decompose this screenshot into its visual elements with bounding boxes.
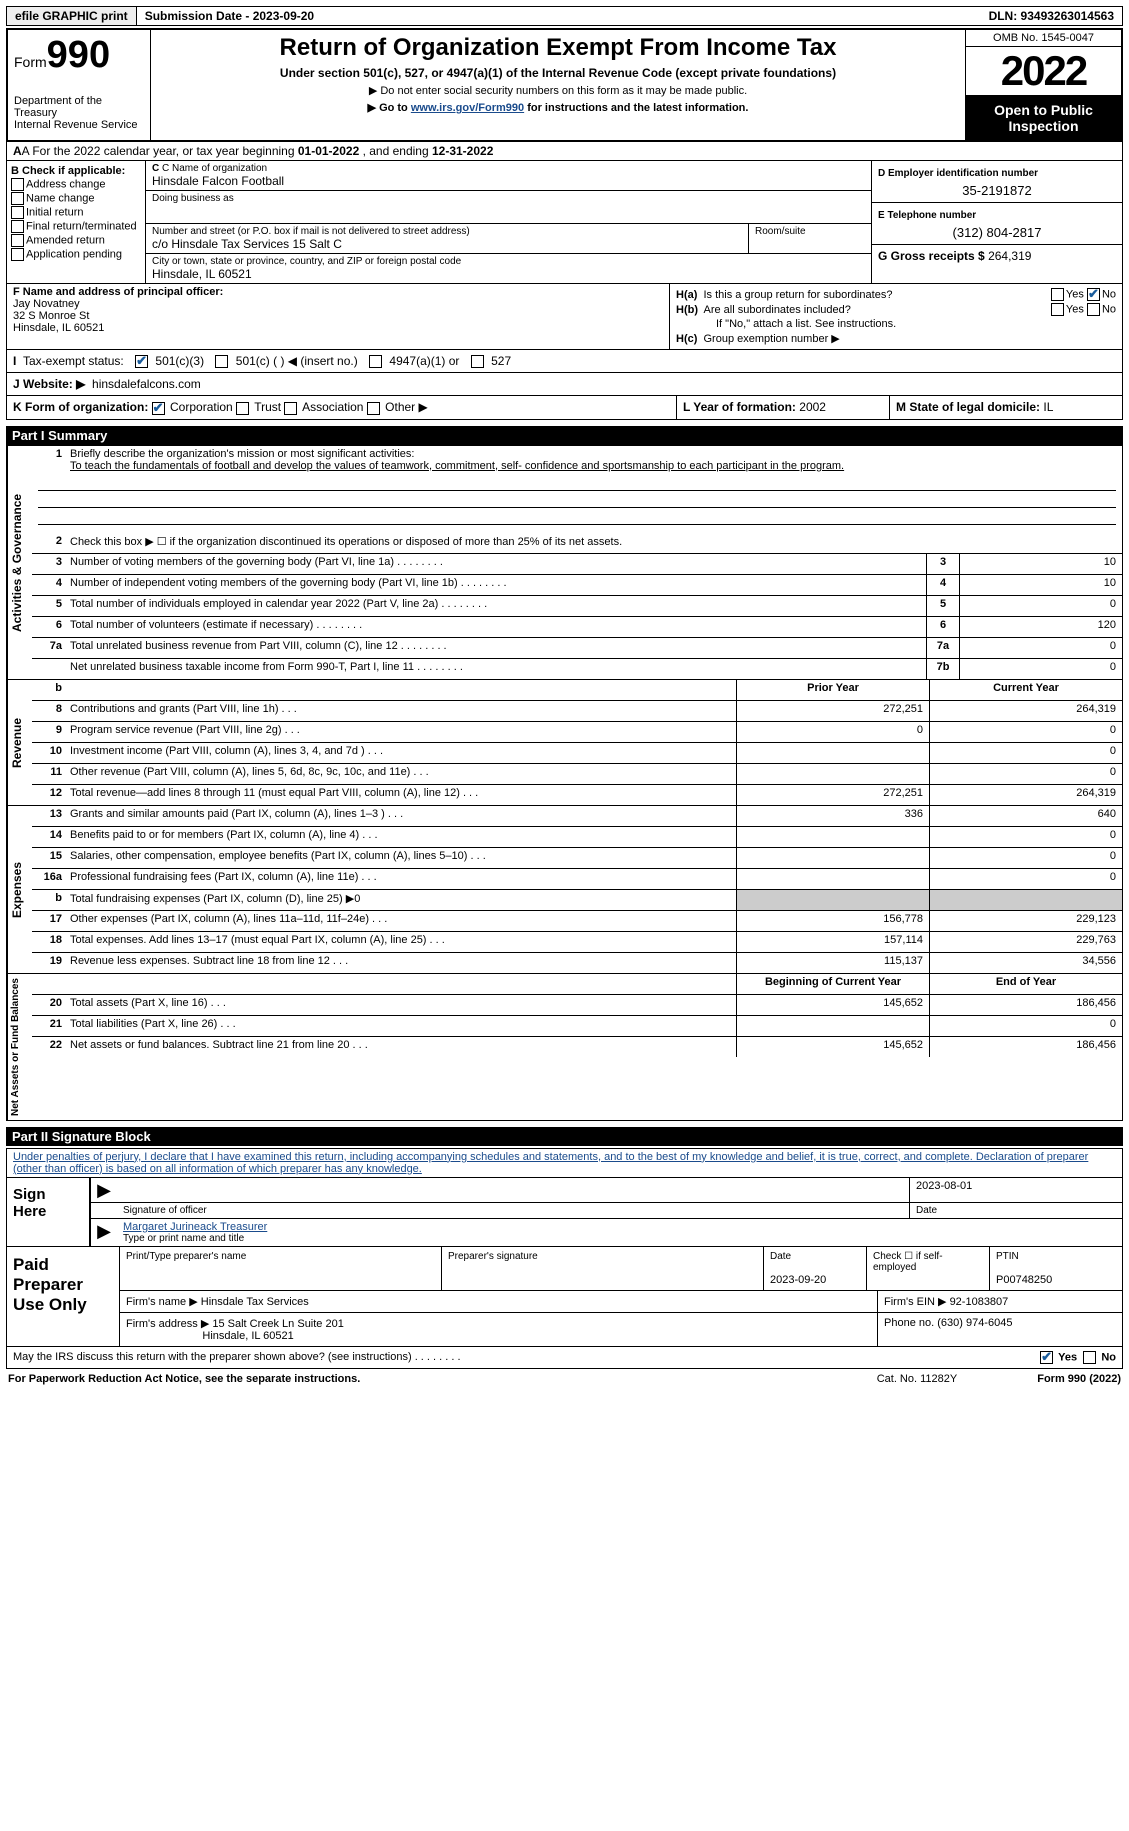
part-i-header: Part I Summary [6,426,1123,445]
website-row: J Website: ▶ hinsdalefalcons.com [6,373,1123,396]
revenue-label: Revenue [7,680,32,805]
expenses-label: Expenses [7,806,32,973]
mission-text: To teach the fundamentals of football an… [70,460,844,472]
checkbox-initial-return[interactable] [11,206,24,219]
officer-name: Margaret Jurineack Treasurer [123,1221,267,1233]
netassets-label: Net Assets or Fund Balances [7,974,32,1120]
summary-row: 14Benefits paid to or for members (Part … [32,827,1122,848]
dln: DLN: 93493263014563 [981,7,1122,25]
checkbox-app-pending[interactable] [11,248,24,261]
group-return-cell: H(a) Is this a group return for subordin… [670,284,1122,349]
form-number: Form990 [14,34,144,77]
discuss-row: May the IRS discuss this return with the… [6,1347,1123,1369]
part-ii-header: Part II Signature Block [6,1127,1123,1146]
summary-netassets: Net Assets or Fund Balances Beginning of… [6,974,1123,1121]
omb-number: OMB No. 1545-0047 [966,30,1121,47]
summary-expenses: Expenses 13Grants and similar amounts pa… [6,806,1123,974]
principal-officer-cell: F Name and address of principal officer:… [7,284,670,349]
checkbox-hb-no[interactable] [1087,303,1100,316]
sign-here-label: Sign Here [7,1178,91,1246]
telephone-value: (312) 804-2817 [878,225,1116,240]
summary-row: bTotal fundraising expenses (Part IX, co… [32,890,1122,911]
paid-preparer-label: Paid Preparer Use Only [7,1247,119,1346]
state-domicile-cell: M State of legal domicile: IL [889,396,1122,418]
ssn-warning: ▶ Do not enter social security numbers o… [157,84,959,97]
checkbox-address-change[interactable] [11,178,24,191]
summary-governance: Activities & Governance 1 Briefly descri… [6,445,1123,680]
summary-row: 21Total liabilities (Part X, line 26) . … [32,1016,1122,1037]
checkbox-other[interactable] [367,402,380,415]
instructions-link[interactable]: www.irs.gov/Form990 [411,102,524,114]
form-subtitle: Under section 501(c), 527, or 4947(a)(1)… [157,66,959,80]
open-to-public: Open to Public Inspection [966,96,1121,140]
website-value: hinsdalefalcons.com [92,377,201,391]
summary-row: 17Other expenses (Part IX, column (A), l… [32,911,1122,932]
checkbox-corporation[interactable] [152,402,165,415]
ein-value: 35-2191872 [878,183,1116,198]
col-b-check-applicable: B Check if applicable: Address change Na… [7,161,146,283]
summary-row: 12Total revenue—add lines 8 through 11 (… [32,785,1122,805]
paid-preparer-block: Paid Preparer Use Only Print/Type prepar… [6,1247,1123,1347]
ein-cell: D Employer identification number 35-2191… [872,161,1122,203]
checkbox-name-change[interactable] [11,192,24,205]
room-cell: Room/suite [749,224,871,254]
street-cell: Number and street (or P.O. box if mail i… [146,224,749,254]
dept-treasury: Department of the Treasury [14,95,144,119]
form-title: Return of Organization Exempt From Incom… [157,34,959,62]
checkbox-association[interactable] [284,402,297,415]
tax-year: 2022 [966,47,1121,96]
submission-date: Submission Date - 2023-09-20 [137,7,322,25]
summary-row: 22Net assets or fund balances. Subtract … [32,1037,1122,1057]
signature-block: Under penalties of perjury, I declare th… [6,1148,1123,1247]
summary-row: 3Number of voting members of the governi… [32,554,1122,575]
checkbox-hb-yes[interactable] [1051,303,1064,316]
checkbox-501c[interactable] [215,355,228,368]
summary-row: 16aProfessional fundraising fees (Part I… [32,869,1122,890]
telephone-cell: E Telephone number (312) 804-2817 [872,203,1122,245]
summary-row: 11Other revenue (Part VIII, column (A), … [32,764,1122,785]
form-header: Form990 Department of the Treasury Inter… [6,28,1123,142]
org-name-cell: C C Name of organization Hinsdale Falcon… [146,161,871,191]
efile-print-button[interactable]: efile GRAPHIC print [7,7,137,25]
summary-row: 20Total assets (Part X, line 16) . . . 1… [32,995,1122,1016]
summary-row: 8Contributions and grants (Part VIII, li… [32,701,1122,722]
summary-row: 5Total number of individuals employed in… [32,596,1122,617]
checkbox-amended[interactable] [11,234,24,247]
penalties-text: Under penalties of perjury, I declare th… [7,1149,1122,1177]
checkbox-ha-no[interactable] [1087,288,1100,301]
form-of-org-cell: K Form of organization: Corporation Trus… [7,396,676,418]
summary-row: 13Grants and similar amounts paid (Part … [32,806,1122,827]
org-name: Hinsdale Falcon Football [152,174,284,188]
summary-row: 19Revenue less expenses. Subtract line 1… [32,953,1122,973]
instructions-link-row: ▶ Go to www.irs.gov/Form990 for instruct… [157,101,959,114]
checkbox-discuss-no[interactable] [1083,1351,1096,1364]
checkbox-trust[interactable] [236,402,249,415]
summary-row: 7aTotal unrelated business revenue from … [32,638,1122,659]
checkbox-4947[interactable] [369,355,382,368]
checkbox-501c3[interactable] [135,355,148,368]
sig-date: 2023-08-01 [910,1178,1122,1202]
summary-row: Net unrelated business taxable income fr… [32,659,1122,679]
page-footer: For Paperwork Reduction Act Notice, see … [6,1369,1123,1389]
checkbox-527[interactable] [471,355,484,368]
checkbox-final-return[interactable] [11,220,24,233]
summary-row: 4Number of independent voting members of… [32,575,1122,596]
irs-label: Internal Revenue Service [14,119,144,131]
year-formation-cell: L Year of formation: 2002 [676,396,889,418]
dba-cell: Doing business as [146,191,871,224]
summary-row: 6Total number of volunteers (estimate if… [32,617,1122,638]
checkbox-discuss-yes[interactable] [1040,1351,1053,1364]
governance-label: Activities & Governance [7,446,32,679]
checkbox-ha-yes[interactable] [1051,288,1064,301]
summary-revenue: Revenue b Prior Year Current Year 8Contr… [6,680,1123,806]
gross-receipts-cell: G Gross receipts $ 264,319 [872,245,1122,283]
top-bar: efile GRAPHIC print Submission Date - 20… [6,6,1123,26]
summary-row: 18Total expenses. Add lines 13–17 (must … [32,932,1122,953]
summary-row: 9Program service revenue (Part VIII, lin… [32,722,1122,743]
summary-row: 10Investment income (Part VIII, column (… [32,743,1122,764]
row-a-calendar-year: AA For the 2022 calendar year, or tax ye… [6,142,1123,161]
summary-row: 15Salaries, other compensation, employee… [32,848,1122,869]
city-cell: City or town, state or province, country… [146,254,871,283]
tax-exempt-status-row: I Tax-exempt status: 501(c)(3) 501(c) ( … [6,350,1123,373]
